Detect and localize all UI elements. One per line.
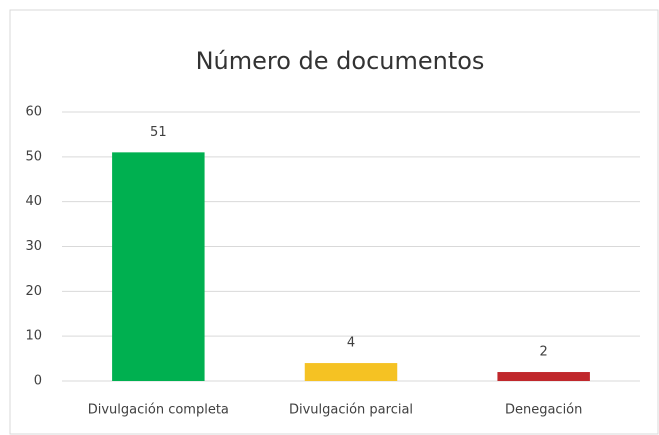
y-tick-label: 10 (25, 329, 42, 344)
bar (497, 372, 590, 381)
data-label: 2 (540, 345, 548, 360)
y-tick-label: 30 (25, 239, 42, 254)
x-tick-label: Divulgación completa (88, 403, 229, 418)
y-tick-label: 20 (25, 284, 42, 299)
data-label: 4 (347, 336, 355, 351)
chart-title: Número de documentos (196, 47, 485, 75)
y-tick-label: 50 (25, 149, 42, 164)
x-tick-label: Denegación (505, 403, 582, 418)
data-label: 51 (150, 125, 167, 140)
x-tick-label: Divulgación parcial (289, 403, 413, 418)
y-tick-label: 40 (25, 194, 42, 209)
bar (304, 363, 398, 381)
bar (112, 152, 205, 381)
y-tick-label: 0 (34, 374, 42, 389)
y-tick-label: 60 (25, 105, 42, 120)
